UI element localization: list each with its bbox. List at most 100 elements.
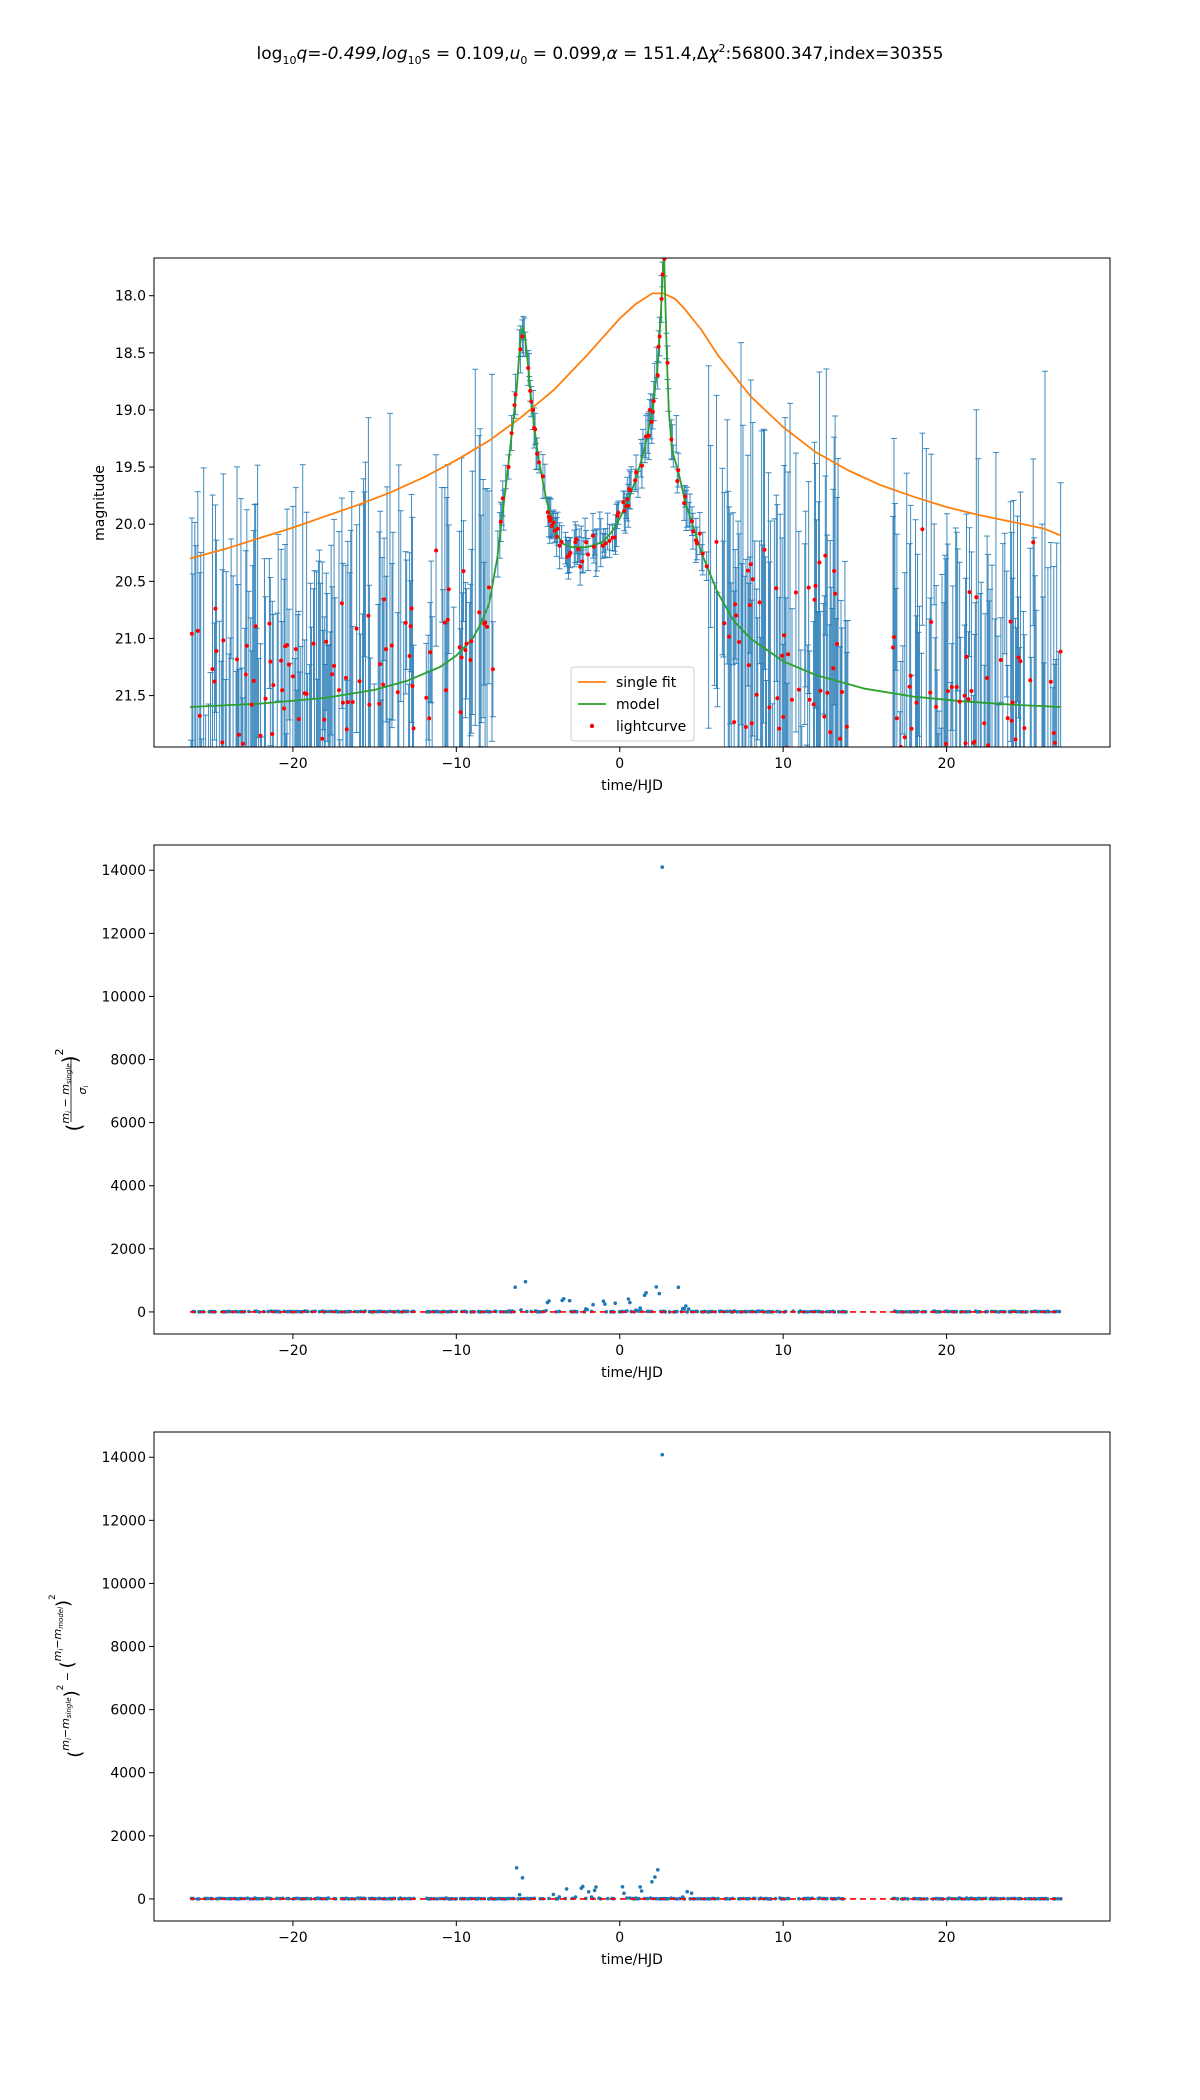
residual-point (306, 1309, 310, 1314)
lightcurve-point (767, 705, 772, 710)
lightcurve-point (748, 562, 753, 567)
lightcurve-point (974, 595, 979, 600)
residual-point (603, 1302, 607, 1306)
lightcurve-point (580, 559, 585, 564)
residual-point (513, 1285, 517, 1289)
lightcurve-point (622, 508, 627, 513)
x-tick-label: −20 (278, 1930, 308, 1946)
lightcurve-point (268, 659, 273, 664)
lightcurve-point (220, 740, 225, 745)
lightcurve-point (337, 688, 341, 693)
lightcurve-point (650, 409, 655, 414)
residual-point (797, 1896, 801, 1901)
residual-point (778, 1310, 782, 1314)
x-tick-label: 10 (774, 1930, 792, 1946)
residual-point (516, 1897, 520, 1901)
lightcurve-point (389, 643, 394, 648)
lightcurve-panel: −20 −10 0 10 20 18.0 18.5 19.0 19.5 20.0 20.5 21.0… (92, 257, 1111, 794)
lightcurve-point (434, 548, 439, 553)
lightcurve-point (908, 673, 913, 678)
lightcurve-point (270, 732, 275, 736)
lightcurve-point (552, 528, 557, 533)
residual-point (573, 1895, 578, 1899)
lightcurve-point (615, 513, 620, 518)
y-tick-label: 20.5 (115, 574, 146, 590)
lightcurve-point (656, 344, 661, 349)
residual-point (336, 1310, 341, 1314)
lightcurve-point (616, 510, 621, 515)
lightcurve-point (651, 399, 656, 404)
lightcurve-point (382, 597, 387, 602)
residual-point (625, 1309, 629, 1313)
delta-chi2-x-ticks: −20 −10 0 10 20 (278, 1921, 955, 1946)
legend-lightcurve-swatch (589, 723, 595, 729)
lightcurve-point (750, 577, 755, 582)
lightcurve-point (823, 553, 828, 558)
lightcurve-point (902, 735, 907, 740)
lightcurve-point (775, 696, 780, 701)
residual-point (667, 1310, 672, 1314)
x-tick-label: 10 (774, 1343, 792, 1359)
lightcurve-point (311, 641, 316, 646)
lightcurve-point (700, 551, 705, 556)
lightcurve-point (403, 620, 408, 625)
lightcurve-point (655, 373, 660, 378)
lightcurve-point (982, 721, 987, 726)
lightcurve-point (1058, 649, 1063, 654)
lightcurve-point (1028, 678, 1033, 683)
lightcurve-point (591, 544, 596, 549)
lightcurve-point (267, 621, 272, 626)
lightcurve-point (555, 526, 560, 531)
residual-point (644, 1291, 648, 1295)
lightcurve-point (428, 650, 433, 655)
residual-point (995, 1896, 1000, 1901)
x-tick-label: −10 (442, 756, 472, 772)
residual-point (666, 1896, 670, 1901)
lightcurve-point (408, 624, 413, 629)
legend-lightcurve-label: lightcurve (616, 719, 686, 735)
lightcurve-point (461, 569, 466, 574)
lightcurve-point (894, 716, 899, 721)
residual-point (947, 1896, 951, 1900)
residual-point (564, 1887, 569, 1891)
residual-point (245, 1896, 250, 1900)
lightcurve-point (235, 657, 239, 662)
lightcurve-point (607, 538, 612, 543)
residual-point (638, 1306, 642, 1310)
lightcurve-point (780, 653, 785, 658)
lightcurve-point (749, 721, 754, 726)
lightcurve-point (483, 620, 488, 625)
residual-point (1056, 1897, 1060, 1901)
lightcurve-point (647, 408, 652, 412)
lightcurve-point (954, 685, 959, 689)
residual-point (1045, 1897, 1050, 1901)
lightcurve-errorbars (187, 258, 1064, 747)
lightcurve-point (817, 560, 822, 565)
residual-point (547, 1896, 551, 1901)
lightcurve-point (818, 688, 823, 693)
lightcurve-point (407, 654, 412, 658)
lightcurve-point (825, 690, 830, 695)
residual-point (707, 1897, 712, 1901)
lightcurve-point (485, 624, 489, 629)
lightcurve-point (578, 564, 583, 569)
lightcurve-point (253, 624, 258, 629)
lightcurve-point (537, 460, 541, 465)
residual-point (592, 1888, 597, 1893)
lightcurve-point (263, 696, 268, 701)
lightcurve-point (1031, 540, 1036, 545)
lightcurve-point (1048, 679, 1053, 684)
residual-point (567, 1298, 572, 1303)
lightcurve-point (659, 296, 664, 301)
lightcurve-point (1022, 726, 1027, 731)
lightcurve-point (197, 713, 202, 718)
lightcurve-point (807, 697, 812, 702)
y-tick-label: 10000 (101, 1576, 146, 1592)
svg-text:(mi − msingle)2: (mi − msingle)2 (53, 1049, 86, 1132)
lightcurve-point (340, 700, 345, 705)
lightcurve-point (634, 470, 639, 475)
lightcurve-point (746, 663, 751, 668)
outlier-point (660, 1452, 665, 1457)
delta-chi2-plot-area (154, 1432, 1110, 1921)
residual-point (591, 1302, 595, 1307)
